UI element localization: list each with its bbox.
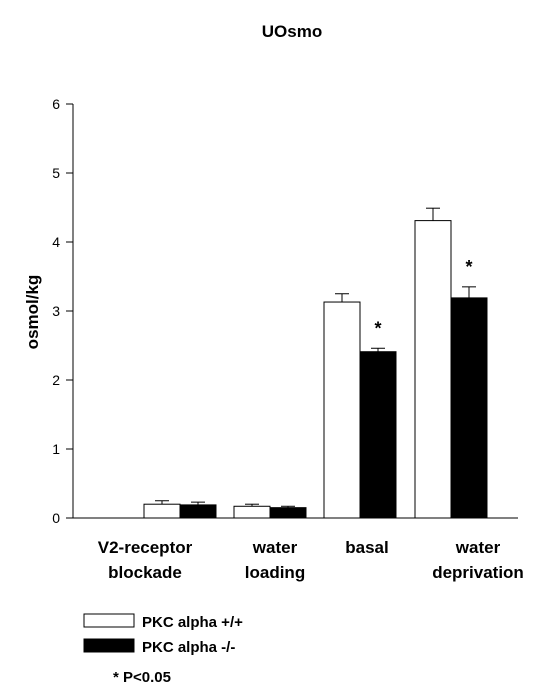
plot-area: 0 1 2 3 4 5 6 V2-receptor blockade water loading * b… (52, 96, 524, 582)
bar-wildtype (233, 505, 271, 519)
category-label: deprivation (432, 563, 524, 582)
y-tick-label: 6 (52, 96, 60, 112)
bar-wildtype (414, 220, 452, 519)
bar-knockout (269, 507, 307, 519)
y-tick-label: 3 (52, 303, 60, 319)
y-tick-label: 5 (52, 165, 60, 181)
legend: PKC alpha +/+ PKC alpha -/- * P<0.05 (83, 613, 243, 686)
category-label: blockade (108, 563, 182, 582)
bar-knockout (179, 504, 217, 519)
bar-knockout (359, 351, 397, 519)
category-label: water (252, 538, 298, 557)
category-label: basal (345, 538, 388, 557)
significance-star: * (465, 257, 472, 277)
legend-label-wildtype: PKC alpha +/+ (142, 614, 243, 631)
legend-label-knockout: PKC alpha -/- (142, 639, 235, 656)
bar-wildtype (323, 301, 361, 519)
chart-title: UOsmo (262, 22, 322, 41)
category-label: water (455, 538, 501, 557)
bar-knockout (450, 297, 488, 519)
y-axis-label: osmol/kg (23, 275, 42, 350)
legend-swatch-wildtype (83, 613, 135, 628)
y-tick-label: 1 (52, 441, 60, 457)
bar-wildtype (143, 503, 181, 519)
category-label: loading (245, 563, 305, 582)
y-tick-label: 0 (52, 510, 60, 526)
category-label: V2-receptor (98, 538, 193, 557)
significance-note: * P<0.05 (113, 669, 171, 686)
y-tick-label: 4 (52, 234, 60, 250)
significance-star: * (374, 318, 381, 338)
legend-swatch-knockout (83, 638, 135, 653)
y-tick-label: 2 (52, 372, 60, 388)
